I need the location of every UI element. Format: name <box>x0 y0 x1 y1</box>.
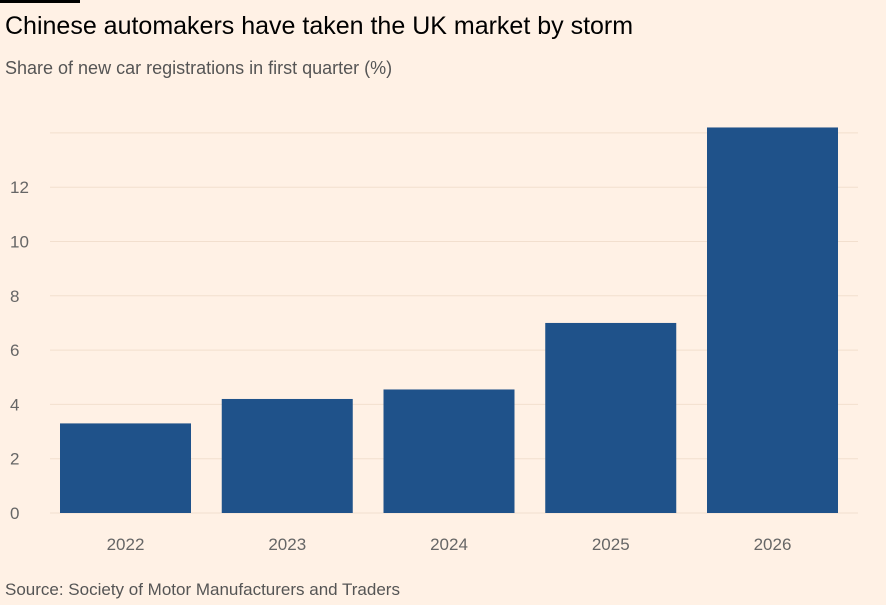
bar-2024 <box>383 389 515 513</box>
x-axis-ticks: 2022 2023 2024 2025 2026 <box>107 535 792 554</box>
bars <box>60 127 838 513</box>
x-tick-label: 2026 <box>754 535 792 554</box>
bar-2025 <box>545 322 677 513</box>
y-tick-label: 0 <box>10 504 19 523</box>
chart-subtitle: Share of new car registrations in first … <box>5 58 393 78</box>
x-tick-label: 2022 <box>107 535 145 554</box>
x-tick-label: 2024 <box>430 535 468 554</box>
bar-chart: 0 2 4 6 8 10 12 2022 2023 2024 2025 2026 <box>10 127 858 554</box>
top-accent-bar <box>0 0 80 3</box>
x-tick-label: 2023 <box>268 535 306 554</box>
y-tick-label: 2 <box>10 450 19 469</box>
bar-2022 <box>60 423 191 513</box>
bar-2026 <box>707 127 838 513</box>
y-tick-label: 8 <box>10 287 19 306</box>
chart-title: Chinese automakers have taken the UK mar… <box>5 12 634 40</box>
y-tick-label: 4 <box>10 395 19 414</box>
y-tick-label: 10 <box>10 233 29 252</box>
y-tick-label: 12 <box>10 178 29 197</box>
y-tick-label: 6 <box>10 341 19 360</box>
bar-2023 <box>221 398 353 513</box>
x-tick-label: 2025 <box>592 535 630 554</box>
source-note: Source: Society of Motor Manufacturers a… <box>5 580 400 599</box>
y-axis-ticks: 0 2 4 6 8 10 12 <box>10 178 29 523</box>
